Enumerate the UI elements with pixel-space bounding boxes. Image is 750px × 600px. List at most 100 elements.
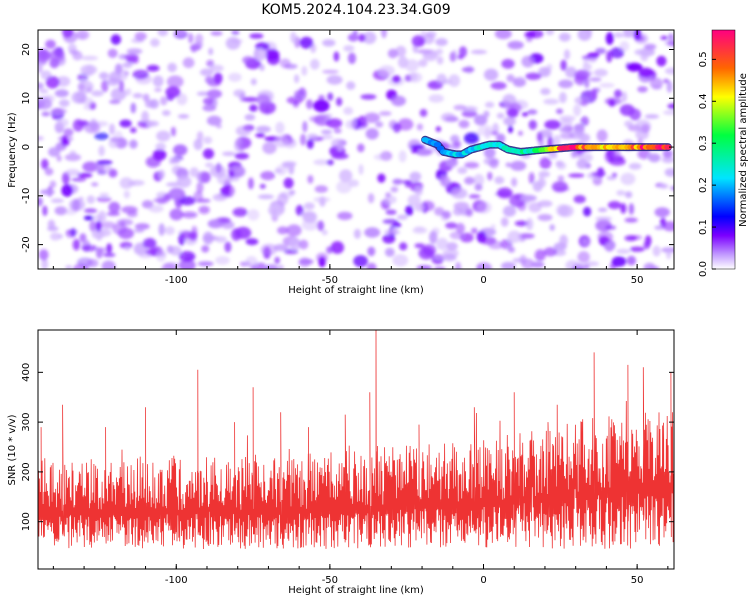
spectrogram-noise-blob (608, 99, 616, 107)
spectrogram-noise-blob (228, 72, 242, 82)
spectrogram-noise-blob (429, 230, 438, 244)
spectrogram-noise-blob (445, 158, 458, 168)
spectrogram-noise-blob (167, 62, 177, 73)
spectrogram-noise-blob (262, 141, 277, 155)
spectrogram-noise-blob (91, 90, 104, 97)
spectrogram-noise-blob (255, 42, 270, 51)
x-tick-label: -100 (165, 575, 188, 586)
spectrogram-noise-blob (62, 30, 74, 38)
spectrogram-noise-blob (302, 120, 308, 133)
spectrogram-noise-blob (63, 128, 74, 137)
spectrogram-noise-blob (78, 33, 87, 39)
spectrogram-noise-blob (47, 226, 59, 232)
spectrogram-noise-blob (619, 41, 630, 52)
spectrogram-noise-blob (353, 255, 368, 268)
spectrogram-noise-blob (38, 197, 43, 207)
spectrogram-noise-blob (265, 48, 280, 61)
spectrogram-noise-blob (69, 49, 79, 55)
spectrogram-noise-blob (470, 227, 478, 234)
spectrogram-x-axis-label: Height of straight line (km) (288, 285, 424, 296)
spectrogram-noise-blob (238, 141, 245, 152)
spectrogram-noise-blob (124, 246, 131, 252)
spectrogram-noise-blob (659, 183, 669, 189)
spectrogram-noise-blob (97, 210, 107, 223)
spectrogram-noise-blob (65, 168, 81, 177)
spectrogram-noise-blob (667, 103, 674, 110)
spectrogram-noise-blob (106, 211, 121, 216)
spectrogram-noise-blob (170, 126, 176, 137)
spectrogram-noise-blob (313, 196, 331, 203)
spectrogram-noise-blob (494, 30, 512, 40)
spectrogram-noise-blob (64, 153, 82, 162)
spectrogram-noise-blob (576, 158, 588, 169)
spectrogram-noise-blob (96, 160, 113, 165)
spectrogram-noise-blob (476, 201, 492, 214)
spectrogram-noise-blob (206, 115, 222, 126)
spectrogram-noise-blob (330, 241, 345, 254)
spectrogram-noise-blob (41, 111, 51, 117)
y-tick-label: 100 (21, 512, 32, 531)
spectrogram-noise-blob (119, 177, 134, 189)
spectrogram-noise-blob (72, 239, 81, 251)
spectrogram-noise-blob (99, 192, 110, 197)
spectrogram-noise-blob (39, 88, 49, 94)
spectrogram-noise-blob (557, 204, 574, 218)
spectrogram-noise-blob (559, 127, 568, 133)
colorbar-tick-label: 0.0 (698, 261, 709, 277)
spectrogram-noise-blob (558, 79, 574, 89)
spectrogram-noise-blob (595, 47, 606, 55)
spectrogram-noise-blob (200, 171, 211, 183)
spectrogram-noise-blob (321, 134, 334, 140)
spectrogram-noise-blob (357, 143, 365, 153)
spectrogram-noise-blob (510, 177, 518, 187)
spectrogram-noise-blob (77, 172, 93, 178)
spectrogram-noise-blob (74, 91, 87, 104)
spectrogram-noise-blob (629, 246, 645, 252)
spectrogram-noise-blob (283, 177, 294, 189)
spectrogram-noise-layer (38, 30, 674, 269)
spectrogram-noise-blob (440, 112, 456, 122)
spectrogram-noise-blob (169, 208, 184, 221)
spectrogram-noise-blob (98, 145, 105, 157)
spectrogram-noise-blob (346, 81, 356, 90)
spectrogram-noise-blob (470, 49, 488, 55)
spectrogram-noise-blob (306, 99, 313, 110)
spectrogram-noise-blob (166, 75, 184, 88)
spectrogram-noise-blob (132, 69, 149, 80)
spectrogram-noise-blob (80, 64, 98, 75)
spectrogram-noise-blob (637, 149, 652, 160)
spectrogram-noise-blob (347, 33, 359, 42)
spectrogram-noise-blob (605, 32, 614, 45)
spectrogram-noise-blob (580, 116, 589, 127)
spectrogram-noise-blob (463, 132, 480, 145)
spectrogram-noise-blob (268, 204, 284, 217)
spectrogram-noise-blob (205, 76, 214, 84)
spectrogram-noise-blob (331, 138, 345, 149)
spectrogram-noise-blob (249, 33, 264, 39)
spectrogram-noise-blob (506, 74, 515, 83)
spectrogram-noise-blob (557, 175, 565, 182)
spectrogram-noise-blob (307, 133, 318, 140)
spectrogram-noise-blob (474, 183, 483, 191)
spectrogram-noise-blob (587, 52, 600, 58)
spectrogram-noise-blob (279, 58, 291, 69)
spectrogram-noise-blob (435, 48, 443, 55)
spectrogram-noise-blob (109, 137, 119, 143)
spectrogram-noise-blob (119, 119, 132, 128)
spectrogram-noise-blob (244, 114, 256, 121)
spectrogram-noise-blob (458, 46, 468, 58)
spectrogram-noise-blob (390, 186, 399, 193)
spectrogram-noise-blob (528, 172, 535, 185)
spectrogram-noise-blob (596, 129, 608, 142)
spectrogram-noise-blob (301, 219, 319, 231)
spectrogram-noise-blob (662, 221, 674, 232)
spectrogram-noise-blob (39, 48, 48, 60)
spectrogram-noise-blob (56, 118, 69, 128)
colorbar-ticks: 0.0 0.1 0.2 0.3 0.4 0.5 (698, 51, 716, 277)
spectrogram-noise-blob (551, 181, 569, 193)
spectrogram-noise-blob (343, 106, 354, 115)
spectrogram-signal-ridge (421, 135, 672, 159)
spectrogram-noise-blob (611, 256, 627, 267)
spectrogram-noise-blob (189, 167, 199, 178)
spectrogram-noise-blob (644, 114, 660, 119)
